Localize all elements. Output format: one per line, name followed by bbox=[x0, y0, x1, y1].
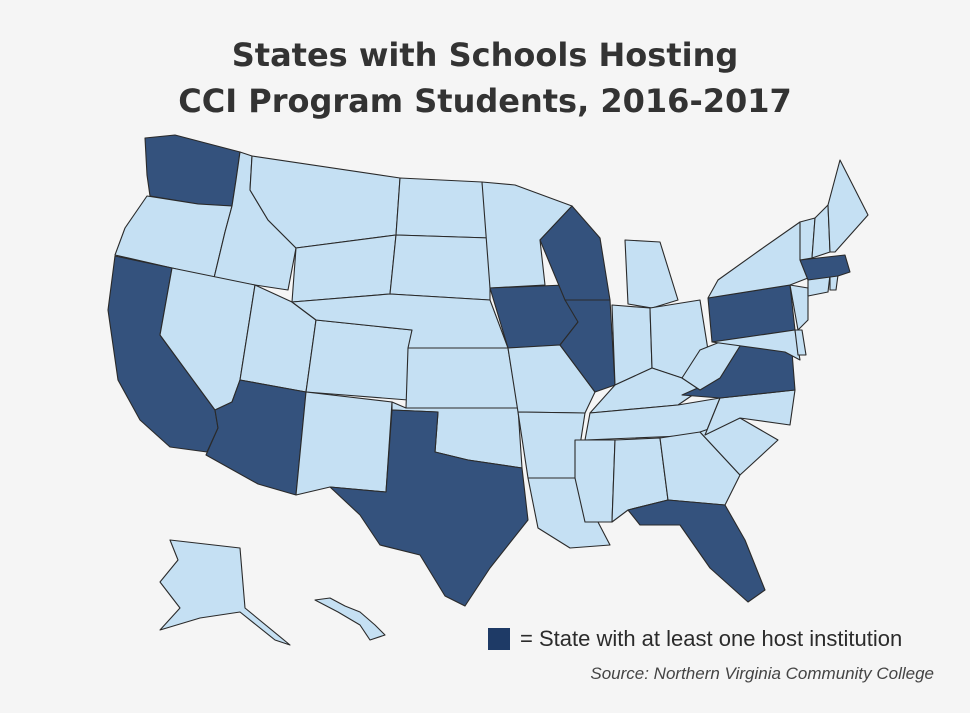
legend-swatch bbox=[488, 628, 510, 650]
state-ga bbox=[659, 431, 741, 506]
state-wi bbox=[539, 205, 611, 301]
states-layer bbox=[107, 134, 869, 646]
state-md bbox=[711, 329, 801, 361]
state-sd bbox=[389, 234, 491, 301]
state-tx bbox=[329, 409, 529, 607]
state-ak bbox=[159, 539, 291, 646]
source-note: Source: Northern Virginia Community Coll… bbox=[590, 664, 934, 683]
title-line-1: States with Schools Hosting bbox=[231, 36, 739, 74]
legend: = State with at least one host instituti… bbox=[488, 626, 902, 652]
state-nh bbox=[811, 204, 831, 259]
state-nd bbox=[395, 177, 491, 239]
state-co bbox=[305, 319, 413, 401]
state-nj bbox=[789, 284, 809, 331]
state-nc bbox=[704, 389, 796, 436]
state-la bbox=[527, 477, 611, 549]
state-ne bbox=[291, 293, 509, 349]
state-me bbox=[827, 159, 869, 253]
state-il bbox=[559, 299, 616, 393]
state-ma bbox=[799, 254, 851, 281]
legend-label: = State with at least one host instituti… bbox=[520, 626, 903, 651]
title-line-2: CCI Program Students, 2016-2017 bbox=[178, 82, 792, 120]
state-mo bbox=[507, 344, 596, 414]
state-nm bbox=[295, 391, 393, 496]
state-mi bbox=[624, 239, 679, 309]
state-de bbox=[794, 329, 807, 356]
state-hi bbox=[314, 597, 386, 641]
state-ms bbox=[574, 439, 616, 523]
state-ks bbox=[405, 347, 519, 409]
state-wa bbox=[144, 134, 241, 207]
map-title: States with Schools Hosting CCI Program … bbox=[0, 32, 970, 124]
state-fl bbox=[627, 499, 766, 603]
